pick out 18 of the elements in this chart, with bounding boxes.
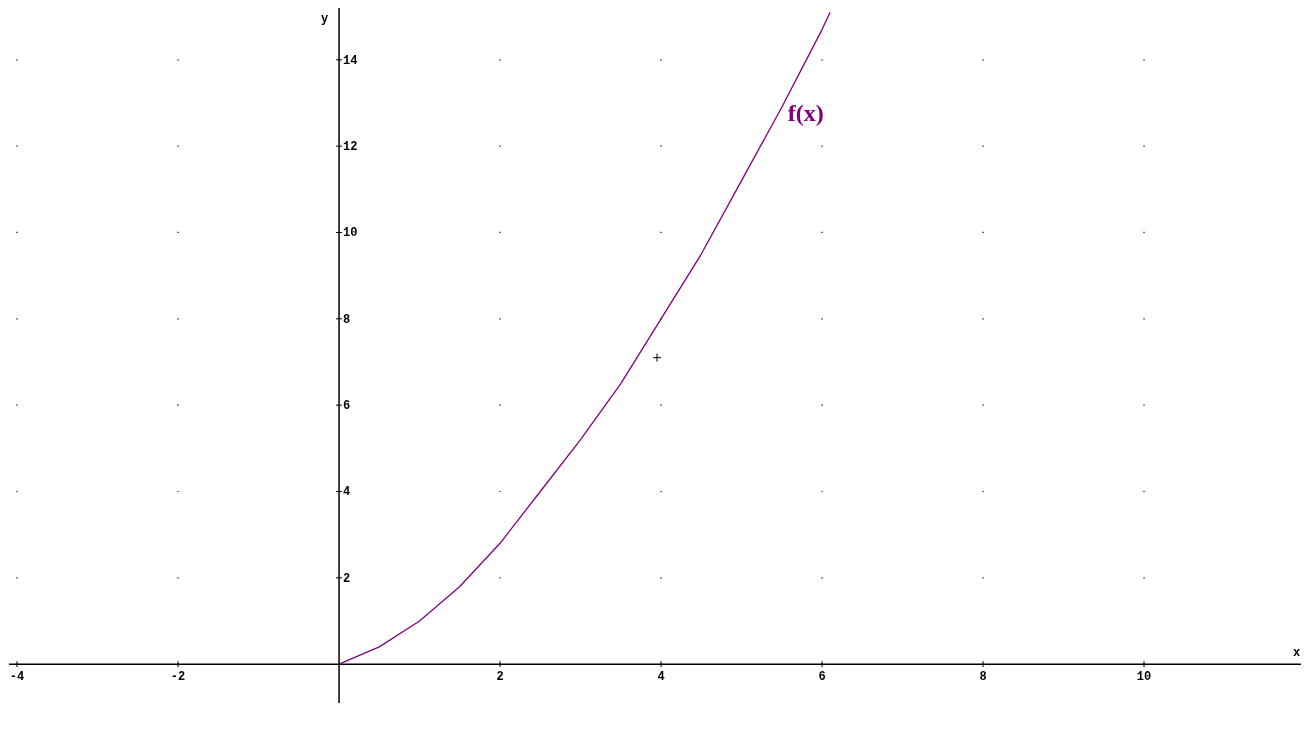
x-axis-title: x: [1293, 646, 1301, 661]
y-tick-label: 2: [343, 571, 351, 586]
y-tick-label: 6: [343, 399, 351, 414]
x-tick-label: 4: [657, 670, 665, 685]
x-tick-label: 8: [979, 670, 987, 685]
line-series: [338, 11, 831, 665]
y-tick-label: 12: [343, 140, 358, 155]
y-tick-label: 14: [343, 53, 358, 68]
x-tick-label: 6: [818, 670, 826, 685]
y-tick-label: 4: [343, 485, 351, 500]
x-tick-label: -4: [9, 670, 25, 685]
x-tick-label: 2: [496, 670, 504, 685]
series-label: f(x): [787, 100, 824, 127]
y-tick-label: 10: [343, 226, 358, 241]
x-tick-label: 10: [1136, 670, 1152, 685]
x-tick-label: -2: [170, 670, 186, 685]
y-axis-title: y: [321, 12, 329, 26]
y-tick-label: 8: [343, 312, 351, 327]
